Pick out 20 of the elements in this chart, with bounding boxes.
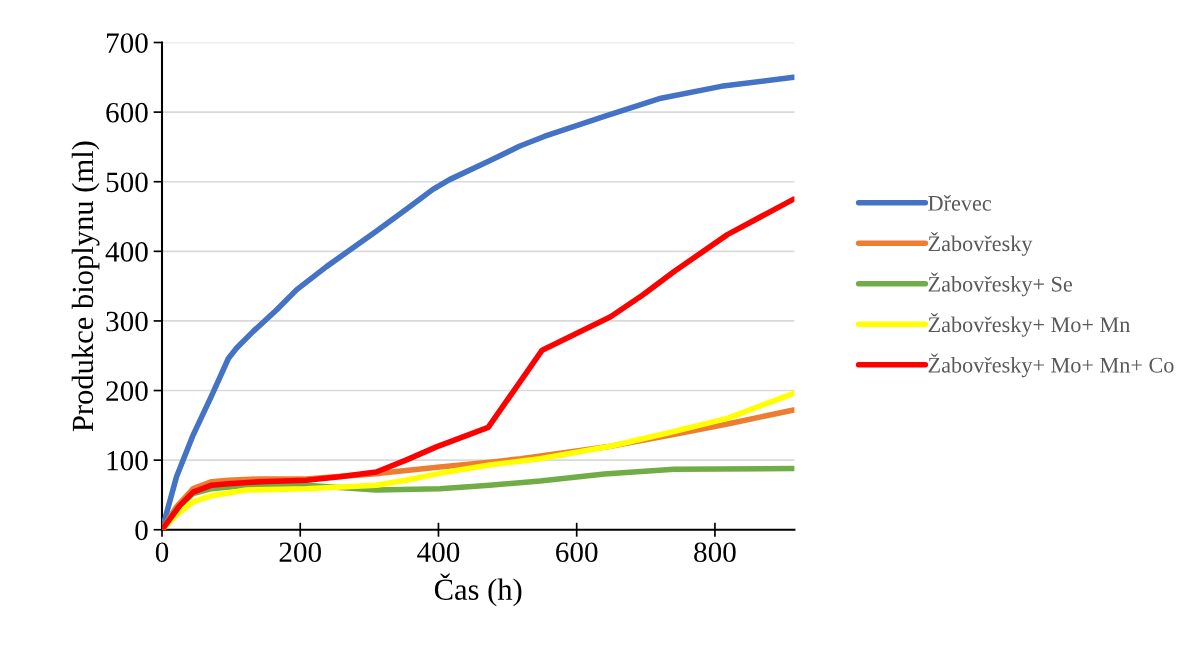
y-tick-label: 600 <box>106 102 148 123</box>
legend-label: Žabovřesky+ Mo+ Mn <box>928 312 1131 337</box>
legend-label: Žabovřesky+ Mo+ Mn+ Co <box>928 353 1174 378</box>
x-tick-label: 0 <box>155 542 169 563</box>
x-axis-title: Čas (h) <box>434 573 522 607</box>
y-axis-title: Produkce bioplynu (ml) <box>71 141 100 432</box>
legend-label: Dřevec <box>928 195 992 211</box>
x-tick-label: 600 <box>556 542 598 563</box>
y-tick-label: 500 <box>106 172 148 193</box>
x-tick-label: 400 <box>417 542 460 563</box>
x-tick-label: 800 <box>694 542 736 563</box>
legend-label: Žabovřesky+ Se <box>928 272 1072 297</box>
y-tick-label: 700 <box>106 33 148 53</box>
y-tick-label: 100 <box>107 450 148 471</box>
legend-label: Žabovřesky <box>928 231 1033 256</box>
y-tick-label: 300 <box>106 311 148 332</box>
y-tick-label: 200 <box>106 381 148 401</box>
y-tick-label: 0 <box>135 520 148 541</box>
y-tick-label: 400 <box>105 242 148 262</box>
x-tick-label: 200 <box>279 542 321 563</box>
